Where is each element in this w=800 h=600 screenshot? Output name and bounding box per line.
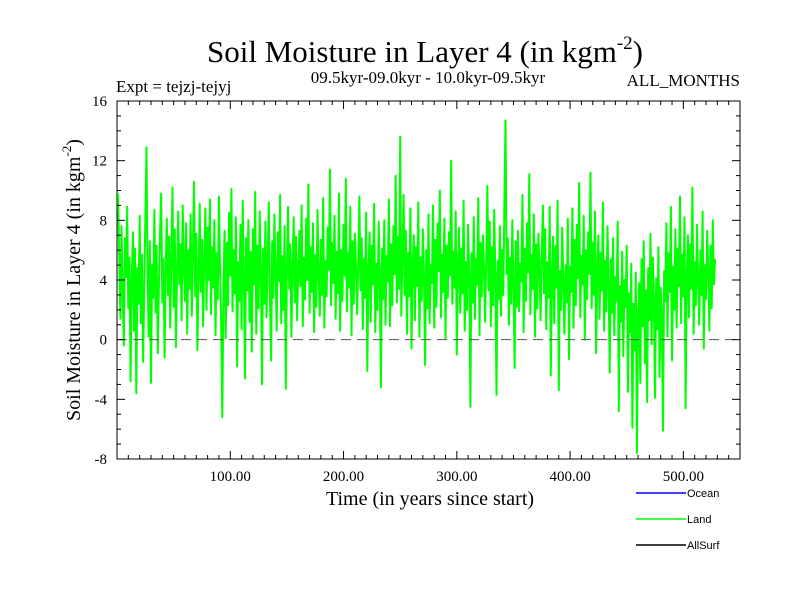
subtitle-left: Expt = tejzj-tejyj xyxy=(116,77,231,96)
x-tick-label: 500.00 xyxy=(663,469,704,485)
y-tick-label: -4 xyxy=(95,392,108,408)
chart-title-close: ) xyxy=(633,34,643,69)
chart-title-sup: -2 xyxy=(617,33,633,54)
y-axis-label-main: Soil Moisture in Layer 4 (in kgm xyxy=(63,156,85,421)
y-tick-label: 16 xyxy=(92,94,108,110)
y-tick-label: 0 xyxy=(100,333,108,349)
y-axis-label: Soil Moisture in Layer 4 (in kgm-2) xyxy=(59,139,85,421)
series-line-land xyxy=(117,119,717,454)
x-tick-label: 200.00 xyxy=(323,469,364,485)
y-tick-label: 4 xyxy=(100,273,108,289)
legend-label-ocean: Ocean xyxy=(687,488,719,500)
legend-label-allsurf: AllSurf xyxy=(687,540,720,552)
chart-title: Soil Moisture in Layer 4 (in kgm-2) xyxy=(207,33,643,69)
legend: Ocean Land AllSurf xyxy=(636,488,720,552)
subtitle-center: 09.5kyr-09.0kyr - 10.0kyr-09.5kyr xyxy=(311,68,546,87)
x-axis-ticks: 100.00 200.00 300.00 400.00 500.00 xyxy=(127,101,730,485)
y-tick-label: 8 xyxy=(100,213,108,229)
chart-title-main: Soil Moisture in Layer 4 (in kgm xyxy=(207,34,617,69)
x-tick-label: 400.00 xyxy=(549,469,590,485)
x-tick-label: 300.00 xyxy=(436,469,477,485)
y-axis-ticks: -8 -4 0 4 8 12 16 xyxy=(92,94,740,468)
y-axis-label-sup: -2 xyxy=(59,146,74,157)
legend-label-land: Land xyxy=(687,514,711,526)
x-axis-label: Time (in years since start) xyxy=(326,488,534,510)
x-tick-label: 100.00 xyxy=(210,469,251,485)
y-tick-label: 12 xyxy=(92,154,107,170)
y-tick-label: -8 xyxy=(95,452,108,468)
y-axis-label-close: ) xyxy=(63,139,85,146)
subtitle-right: ALL_MONTHS xyxy=(627,71,740,90)
